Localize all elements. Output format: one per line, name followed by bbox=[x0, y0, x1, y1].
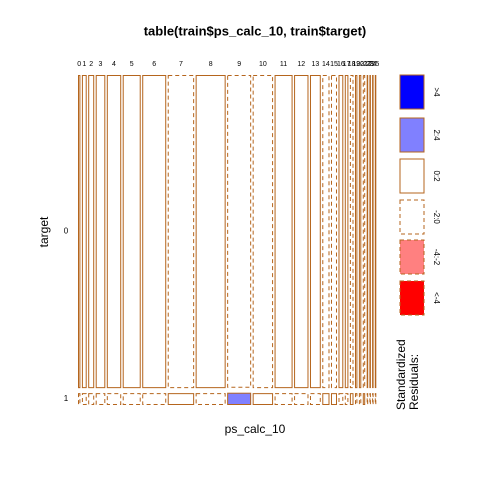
x-tick-label: 14 bbox=[322, 61, 330, 68]
legend-label: <-4 bbox=[432, 292, 441, 304]
legend-label: 2:4 bbox=[432, 129, 441, 141]
mosaic-cell bbox=[95, 75, 106, 389]
mosaic-cell bbox=[294, 393, 309, 405]
x-tick-label: 1 bbox=[82, 61, 86, 68]
mosaic-cell bbox=[372, 393, 374, 406]
legend-title: StandardizedResiduals: bbox=[394, 339, 421, 410]
mosaic-cell bbox=[252, 75, 274, 389]
mosaic-cell bbox=[330, 75, 337, 389]
x-tick-label: 13 bbox=[311, 61, 319, 68]
mosaic-cell bbox=[252, 393, 274, 405]
x-tick-label: 22 bbox=[363, 61, 371, 68]
legend-swatch bbox=[399, 117, 425, 153]
mosaic-cell bbox=[195, 393, 226, 405]
mosaic-cell bbox=[195, 75, 226, 389]
chart-title: table(train$ps_calc_10, train$target) bbox=[144, 23, 367, 38]
mosaic-cell bbox=[88, 75, 95, 389]
x-tick-label: 21 bbox=[360, 61, 368, 68]
legend-label: -2:0 bbox=[432, 210, 441, 224]
mosaic-cell bbox=[330, 393, 337, 405]
mosaic-cell bbox=[309, 75, 321, 389]
mosaic-cell bbox=[366, 75, 369, 389]
mosaic-cell bbox=[167, 75, 195, 389]
legend-swatch bbox=[399, 199, 425, 235]
mosaic-cell bbox=[95, 393, 106, 405]
x-tick-label: 4 bbox=[112, 61, 116, 68]
x-tick-label: 18 bbox=[348, 61, 356, 68]
x-tick-label: 16 bbox=[337, 61, 345, 68]
mosaic-cell bbox=[344, 75, 349, 389]
mosaic-cell bbox=[122, 75, 141, 389]
mosaic-cell bbox=[274, 393, 293, 405]
mosaic-cell bbox=[374, 393, 377, 406]
legend-swatch bbox=[399, 239, 425, 275]
legend-label: -4:-2 bbox=[432, 249, 441, 266]
mosaic-cell bbox=[354, 75, 358, 389]
mosaic-cell bbox=[349, 75, 354, 389]
mosaic-cell bbox=[338, 393, 344, 406]
mosaic-cell bbox=[106, 393, 122, 405]
y-axis-label: target bbox=[37, 216, 51, 247]
mosaic-cell bbox=[78, 393, 81, 405]
mosaic-cell bbox=[106, 75, 122, 389]
mosaic-cell bbox=[322, 75, 330, 389]
mosaic-cell bbox=[142, 75, 167, 389]
x-tick-label: 10 bbox=[259, 61, 267, 68]
legend-title-line: Standardized bbox=[394, 339, 408, 410]
mosaic-cell bbox=[358, 75, 362, 389]
legend-label: >4 bbox=[432, 87, 441, 97]
mosaic-cell bbox=[322, 393, 330, 405]
mosaic-cell bbox=[227, 392, 252, 405]
x-tick-label: 11 bbox=[280, 61, 287, 68]
mosaic-cell bbox=[374, 75, 377, 389]
mosaic-cell bbox=[369, 393, 371, 406]
x-tick-label: 20 bbox=[356, 61, 364, 68]
mosaic-cell bbox=[309, 393, 321, 405]
x-tick-label: 8 bbox=[209, 61, 213, 68]
x-tick-label: 5 bbox=[130, 61, 134, 68]
x-tick-label: 19 bbox=[352, 61, 360, 68]
x-tick-label: 23 bbox=[366, 61, 374, 68]
mosaic-cell bbox=[88, 393, 95, 405]
legend-title-line: Residuals: bbox=[407, 354, 421, 410]
mosaic-cell bbox=[369, 75, 371, 389]
mosaic-cell bbox=[274, 75, 293, 389]
mosaic-cell bbox=[294, 75, 309, 389]
mosaic-cell bbox=[81, 393, 87, 406]
mosaic-cell bbox=[227, 75, 252, 388]
mosaic-cell bbox=[354, 393, 358, 405]
mosaic-cell bbox=[142, 393, 167, 406]
mosaic-cell bbox=[338, 75, 344, 389]
x-tick-label: 15 bbox=[330, 61, 338, 68]
mosaic-cell bbox=[362, 393, 366, 405]
legend-swatch bbox=[399, 280, 425, 316]
legend-swatch bbox=[399, 158, 425, 194]
x-tick-label: 25 bbox=[372, 61, 380, 68]
mosaic-cell bbox=[358, 393, 362, 405]
mosaic-cell bbox=[366, 393, 369, 406]
x-tick-label: 2 bbox=[89, 61, 93, 68]
mosaic-cell bbox=[349, 393, 354, 405]
x-tick-label: 9 bbox=[237, 61, 241, 68]
x-tick-label: 17 bbox=[343, 61, 351, 68]
x-tick-label: 3 bbox=[99, 61, 103, 68]
legend-swatch bbox=[399, 74, 425, 110]
y-tick-label: 1 bbox=[64, 394, 69, 403]
x-tick-label: 6 bbox=[152, 61, 156, 68]
mosaic-cell bbox=[372, 75, 374, 389]
mosaic-cell bbox=[167, 393, 195, 406]
mosaic-cell bbox=[78, 75, 81, 389]
mosaic-cell bbox=[122, 393, 141, 405]
x-tick-label: 7 bbox=[179, 61, 183, 68]
mosaic-cell bbox=[344, 393, 349, 405]
x-tick-label: 12 bbox=[297, 61, 305, 68]
x-tick-label: 0 bbox=[77, 61, 81, 68]
x-tick-label: 24 bbox=[369, 61, 377, 68]
y-tick-label: 0 bbox=[64, 227, 69, 236]
mosaic-cell bbox=[362, 75, 366, 389]
x-axis-label: ps_calc_10 bbox=[225, 422, 286, 436]
legend-label: 0:2 bbox=[432, 170, 441, 182]
mosaic-cell bbox=[81, 75, 87, 389]
